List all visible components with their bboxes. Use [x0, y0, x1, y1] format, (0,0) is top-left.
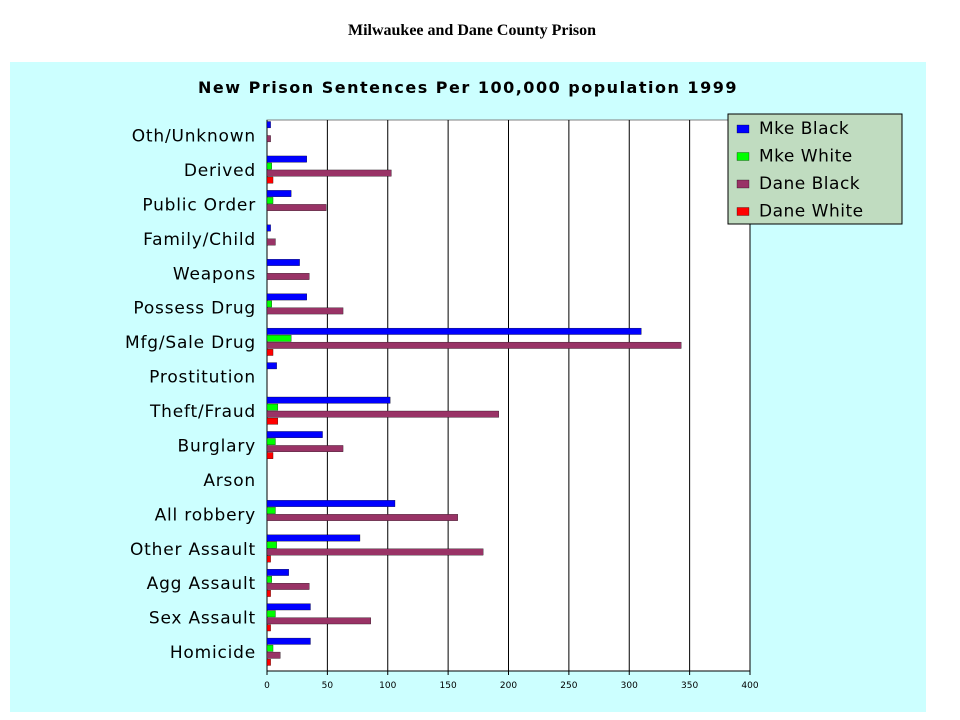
- bar-mke-black-all-robbery: [266, 500, 396, 507]
- x-tick-label: 250: [560, 681, 577, 691]
- category-label-mfg-sale-drug: Mfg/Sale Drug: [125, 333, 256, 353]
- bar-dane-white-sex-assault: [266, 624, 271, 632]
- category-label-public-order: Public Order: [142, 195, 256, 215]
- category-label-agg-assault: Agg Assault: [147, 574, 256, 594]
- category-label-oth-unknown: Oth/Unknown: [132, 127, 256, 147]
- bar-mke-black-derived: [266, 155, 307, 163]
- chart-panel: New Prison Sentences Per 100,000 populat…: [10, 62, 926, 712]
- bar-dane-black-all-robbery: [266, 514, 458, 521]
- x-tick-label: 400: [741, 681, 758, 691]
- legend-swatch-dane-black: [736, 179, 750, 189]
- legend-label-mke-white: Mke White: [759, 147, 853, 167]
- bar-mke-black-public-order: [266, 190, 292, 197]
- bar-mke-black-sex-assault: [266, 603, 311, 611]
- bar-dane-black-other-assault: [266, 548, 484, 556]
- category-label-sex-assault: Sex Assault: [149, 609, 256, 629]
- bar-mke-black-agg-assault: [266, 569, 289, 576]
- bar-mke-white-possess-drug: [266, 300, 272, 308]
- bar-mke-white-theft-fraud: [266, 403, 279, 411]
- x-tick-label: 150: [440, 681, 457, 691]
- legend-box: [727, 113, 903, 225]
- bar-dane-black-burglary: [266, 445, 344, 452]
- category-label-homicide: Homicide: [170, 643, 256, 663]
- x-tick-label: 0: [264, 681, 270, 691]
- legend-label-mke-black: Mke Black: [759, 119, 849, 139]
- bar-dane-white-derived: [266, 176, 274, 184]
- category-label-burglary: Burglary: [177, 436, 256, 456]
- category-label-all-robbery: All robbery: [155, 505, 256, 525]
- bar-dane-white-agg-assault: [266, 590, 271, 597]
- category-label-family-child: Family/Child: [143, 230, 256, 250]
- bar-dane-black-theft-fraud: [266, 410, 499, 418]
- category-label-arson: Arson: [203, 471, 256, 491]
- x-tick-label: 50: [322, 681, 334, 691]
- bar-mke-black-prostitution: [266, 362, 277, 370]
- bar-mke-black-family-child: [266, 224, 271, 232]
- x-tick-label: 350: [681, 681, 698, 691]
- category-label-derived: Derived: [184, 161, 256, 181]
- bar-mke-white-all-robbery: [266, 507, 276, 514]
- bar-mke-white-burglary: [266, 438, 276, 445]
- bar-mke-black-theft-fraud: [266, 396, 391, 404]
- bar-dane-black-homicide: [266, 651, 281, 659]
- bar-dane-black-mfg-sale-drug: [266, 341, 682, 349]
- legend-label-dane-black: Dane Black: [759, 174, 860, 194]
- bar-dane-white-homicide: [266, 658, 271, 666]
- category-label-possess-drug: Possess Drug: [133, 299, 256, 319]
- bar-dane-black-derived: [266, 169, 392, 177]
- bar-mke-white-agg-assault: [266, 576, 272, 583]
- bar-mke-black-homicide: [266, 637, 311, 645]
- bar-dane-black-weapons: [266, 273, 310, 280]
- bar-dane-white-burglary: [266, 452, 274, 459]
- legend-label-dane-white: Dane White: [759, 202, 864, 222]
- bar-chart: New Prison Sentences Per 100,000 populat…: [125, 78, 903, 691]
- bar-mke-white-homicide: [266, 644, 274, 652]
- page-title: Milwaukee and Dane County Prison: [347, 22, 597, 39]
- bar-dane-black-public-order: [266, 204, 327, 211]
- bar-dane-black-agg-assault: [266, 583, 310, 590]
- bar-mke-black-oth-unknown: [266, 121, 271, 129]
- bar-dane-black-possess-drug: [266, 307, 344, 315]
- bars: [266, 121, 682, 666]
- bar-mke-black-burglary: [266, 431, 323, 438]
- bar-dane-white-mfg-sale-drug: [266, 348, 274, 356]
- x-tick-label: 200: [500, 681, 517, 691]
- bar-mke-white-sex-assault: [266, 610, 276, 618]
- bar-dane-black-sex-assault: [266, 617, 371, 625]
- bar-dane-white-theft-fraud: [266, 417, 279, 425]
- bar-mke-white-derived: [266, 162, 272, 170]
- category-label-other-assault: Other Assault: [130, 540, 256, 560]
- bar-mke-black-mfg-sale-drug: [266, 327, 642, 335]
- legend-swatch-mke-white: [736, 152, 750, 161]
- bar-dane-white-other-assault: [266, 555, 271, 563]
- bar-dane-black-family-child: [266, 238, 276, 246]
- x-tick-label: 100: [379, 681, 396, 691]
- chart-title: New Prison Sentences Per 100,000 populat…: [198, 78, 738, 97]
- category-labels: Oth/Unknown Derived Public Order Family/Chi…: [125, 127, 256, 664]
- legend-swatch-dane-white: [736, 207, 750, 216]
- category-label-prostitution: Prostitution: [149, 368, 256, 388]
- x-axis-ticks: 0 50 100 150 200 250 300 350 400: [264, 671, 759, 691]
- legend-swatch-mke-black: [736, 124, 750, 134]
- legend: Mke Black Mke White Dane Black Dane White: [727, 113, 903, 225]
- category-label-theft-fraud: Theft/Fraud: [149, 402, 256, 422]
- bar-mke-white-public-order: [266, 197, 274, 204]
- bar-mke-white-other-assault: [266, 541, 277, 549]
- bar-mke-black-possess-drug: [266, 293, 307, 301]
- bar-mke-white-mfg-sale-drug: [266, 334, 292, 342]
- bar-dane-black-oth-unknown: [266, 135, 271, 143]
- bar-mke-black-weapons: [266, 259, 300, 266]
- category-label-weapons: Weapons: [173, 264, 256, 284]
- x-tick-label: 300: [621, 681, 638, 691]
- bar-mke-black-other-assault: [266, 534, 361, 542]
